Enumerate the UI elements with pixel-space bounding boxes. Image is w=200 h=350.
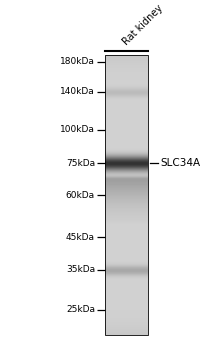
Text: 140kDa: 140kDa [60, 88, 95, 97]
Text: 75kDa: 75kDa [66, 159, 95, 168]
Bar [105, 55, 148, 335]
Text: Rat kidney: Rat kidney [121, 3, 165, 47]
Text: 25kDa: 25kDa [66, 306, 95, 315]
Text: 60kDa: 60kDa [66, 190, 95, 199]
Text: 100kDa: 100kDa [60, 126, 95, 134]
Text: SLC34A1: SLC34A1 [160, 158, 200, 168]
Text: 45kDa: 45kDa [66, 232, 95, 241]
Text: 35kDa: 35kDa [66, 266, 95, 274]
Text: 180kDa: 180kDa [60, 57, 95, 66]
